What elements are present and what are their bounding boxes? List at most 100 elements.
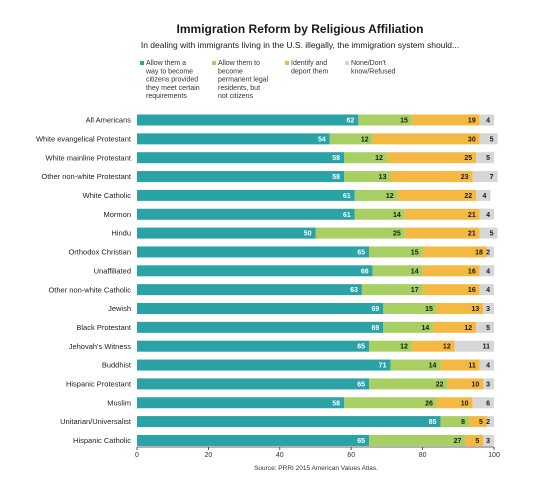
data-label: 5 (479, 419, 483, 426)
bar-segment (422, 284, 480, 296)
data-label: 14 (411, 268, 419, 275)
bar-segment (411, 114, 480, 126)
bar-segment (483, 434, 494, 446)
data-label: 63 (350, 287, 358, 294)
bar-segment (422, 246, 487, 258)
bar-segment (436, 397, 473, 409)
bar-segment (476, 152, 494, 164)
bar-segment (137, 303, 384, 314)
bar-segment (137, 189, 355, 201)
data-label: 65 (357, 344, 365, 351)
category-label: Other non-white Catholic (48, 285, 131, 294)
data-label: 4 (486, 268, 490, 275)
bar-segment (369, 378, 448, 390)
x-axis: 0 20 40 60 80 100 (135, 446, 500, 459)
data-label: 71 (379, 363, 387, 370)
category-label: White Catholic (83, 191, 132, 200)
bar-segment (137, 378, 370, 390)
data-label: 25 (464, 155, 472, 162)
data-label: 69 (372, 325, 380, 332)
bar-segment (483, 303, 494, 314)
bar-segment (454, 340, 494, 352)
data-label: 8 (461, 419, 465, 426)
bar-segment (137, 397, 345, 409)
legend-label-2: Identify and deport them (291, 60, 329, 75)
bar-segment (411, 340, 455, 352)
bar-segment (137, 152, 345, 164)
data-label: 22 (464, 193, 472, 200)
bar-segment (440, 416, 470, 428)
data-label: 5 (475, 438, 479, 445)
data-label: 65 (357, 438, 365, 445)
x-tick-label: 0 (135, 452, 139, 459)
bar-segment (315, 227, 405, 239)
bar-segment (369, 434, 466, 446)
data-label: 61 (343, 193, 351, 200)
data-label: 22 (436, 381, 444, 388)
category-label: White mainline Protestant (46, 153, 132, 162)
category-label: Hindu (111, 229, 131, 238)
bar-segment (479, 208, 494, 220)
data-label: 10 (461, 400, 469, 407)
data-label: 85 (429, 419, 437, 426)
bar-segment (137, 265, 373, 277)
data-label: 4 (486, 212, 490, 219)
category-label: Other non-white Protestant (41, 172, 132, 181)
bar-segment (436, 303, 484, 314)
bar-segment (386, 152, 477, 164)
data-label: 5 (486, 325, 490, 332)
category-label: Mormon (103, 210, 131, 219)
bar-segment (479, 359, 494, 371)
data-label: 12 (361, 136, 369, 143)
bar-segment (479, 227, 498, 239)
legend-label-0: Allow them a way to become citizens provid… (145, 60, 200, 100)
category-label: All Americans (86, 116, 132, 125)
bar-segment (422, 265, 480, 277)
bar-segment (137, 114, 359, 126)
data-label: 4 (486, 287, 490, 294)
data-label: 58 (332, 174, 340, 181)
bar-segment (465, 434, 484, 446)
bar-segment (372, 265, 423, 277)
bar-segment (137, 340, 370, 352)
data-label: 69 (372, 306, 380, 313)
data-label: 23 (461, 174, 469, 181)
category-label: Muslim (107, 398, 131, 407)
bar-segment (479, 133, 498, 145)
bar-segment (137, 359, 391, 371)
data-label: 58 (332, 400, 340, 407)
data-label: 4 (483, 193, 487, 200)
data-label: 54 (318, 136, 326, 143)
data-label: 21 (468, 212, 476, 219)
bar-segment (479, 114, 494, 126)
x-tick-label: 20 (205, 452, 213, 459)
category-label: White evangelical Protestant (36, 134, 132, 143)
bar-segment (354, 189, 398, 201)
bar-segment (404, 208, 480, 220)
category-label: Buddhist (102, 361, 132, 370)
data-label: 5 (490, 136, 494, 143)
data-label: 11 (483, 344, 491, 351)
bar-segment (476, 321, 494, 333)
bar-segment (344, 152, 387, 164)
bar-segment (137, 284, 362, 296)
data-label: 10 (471, 381, 479, 388)
bar-segment (383, 303, 437, 314)
data-label: 66 (361, 268, 369, 275)
bar-segment (483, 378, 494, 390)
bar-segment (440, 359, 480, 371)
data-label: 4 (486, 118, 490, 125)
bar-segment (137, 133, 330, 145)
data-label: 25 (393, 231, 401, 238)
x-tick-label: 40 (276, 452, 284, 459)
data-label: 58 (332, 155, 340, 162)
bar-segment (479, 265, 494, 277)
bar-segment (404, 227, 480, 239)
data-label: 15 (411, 249, 419, 256)
bar-segment (472, 397, 494, 409)
bar-segment (486, 416, 494, 428)
category-label: Hispanic Protestant (66, 380, 132, 389)
bars: 62 15 19 454 12 30 558 12 25 558 13 23 761 12 22 461 14 2… (137, 114, 498, 446)
legend-label-1: Allow them to become permanent legal reside… (218, 60, 269, 100)
data-label: 16 (468, 287, 476, 294)
